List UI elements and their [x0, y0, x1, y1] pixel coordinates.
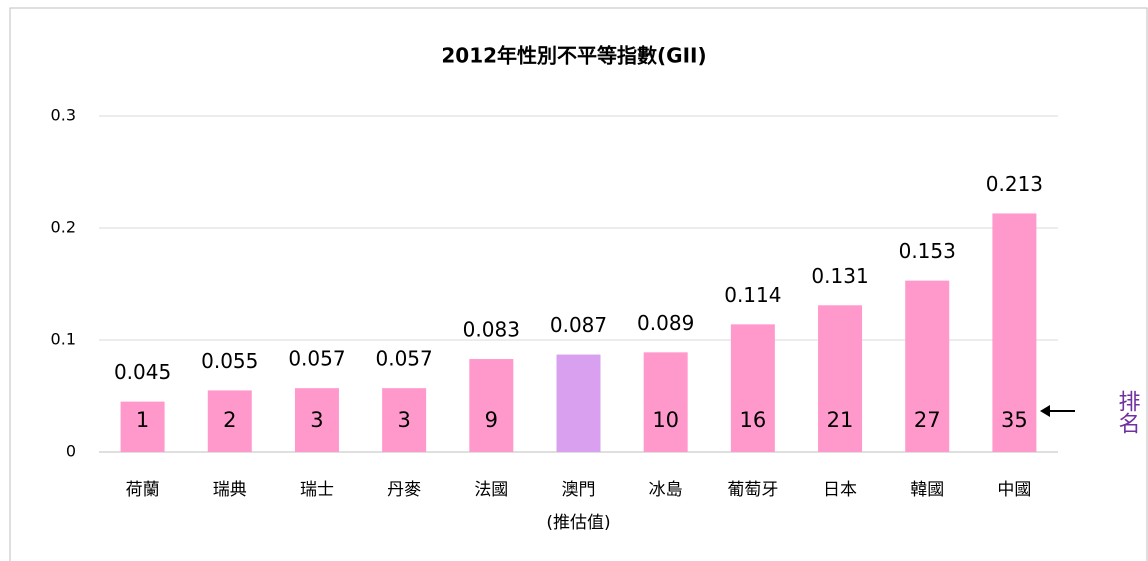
y-tick-label: 0.3: [51, 106, 76, 125]
y-tick-label: 0.2: [51, 218, 76, 237]
x-tick-label: 瑞典: [213, 480, 247, 500]
x-tick-label: 中國: [997, 480, 1031, 500]
rank-label: 3: [310, 408, 323, 432]
chart-title: 2012年性別不平等指數(GII): [441, 44, 706, 68]
value-label: 0.089: [637, 311, 694, 335]
bar: [207, 390, 252, 452]
bar: [294, 388, 339, 452]
rank-label: 2: [223, 408, 236, 432]
x-tick-label: 日本: [823, 480, 857, 500]
y-tick-label: 0: [66, 442, 76, 461]
value-label: 0.057: [376, 347, 433, 371]
value-label: 0.057: [288, 347, 345, 371]
rank-label: 9: [485, 408, 498, 432]
x-tick-label: 法國: [474, 480, 508, 500]
rank-label: 排名: [1115, 390, 1141, 434]
value-label: 0.114: [724, 283, 781, 307]
x-tick-label: 冰島: [649, 480, 683, 500]
rank-label: 21: [827, 408, 854, 432]
rank-label: 16: [739, 408, 766, 432]
value-label: 0.153: [899, 239, 956, 263]
x-tick-label: 葡萄牙: [727, 480, 778, 500]
x-tick-label: 澳門: [562, 480, 596, 500]
value-label: 0.087: [550, 313, 607, 337]
rank-label: 1: [136, 408, 149, 432]
value-label: 0.045: [114, 360, 171, 384]
rank-label: 27: [914, 408, 941, 432]
x-tick-label: 丹麥: [387, 480, 421, 500]
category-note: (推估值): [546, 513, 610, 533]
bar: [730, 324, 775, 452]
bar: [556, 354, 601, 452]
value-label: 0.213: [986, 172, 1043, 196]
rank-label: 35: [1001, 408, 1028, 432]
value-label: 0.055: [201, 349, 258, 373]
bar: [992, 213, 1037, 452]
x-tick-label: 瑞士: [300, 480, 334, 500]
x-tick-label: 荷蘭: [126, 480, 160, 500]
chart-frame: [9, 7, 1148, 561]
bar: [643, 352, 688, 452]
x-tick-label: 韓國: [910, 480, 944, 500]
value-label: 0.083: [463, 318, 520, 342]
bar: [382, 388, 427, 452]
bar: [818, 305, 863, 452]
rank-label: 10: [652, 408, 679, 432]
rank-label: 3: [397, 408, 410, 432]
value-label: 0.131: [811, 264, 868, 288]
bar: [469, 359, 514, 452]
y-tick-label: 0.1: [51, 330, 76, 349]
arrow-head: [1040, 405, 1050, 417]
bar: [905, 280, 950, 452]
bar: [120, 401, 165, 452]
